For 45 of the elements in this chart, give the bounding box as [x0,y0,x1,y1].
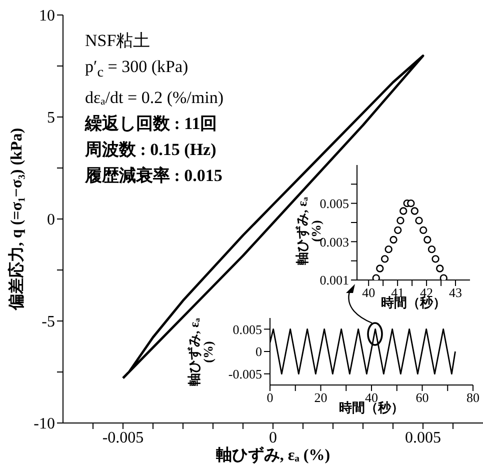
annotation: 繰返し回数 : 11回 [85,113,218,136]
y-axis-title: 軸ひずみ, εₐ (%) [186,316,215,386]
point [428,245,436,254]
point [396,216,404,224]
annotation: 履歴減衰率 : 0.015 [85,165,224,188]
x-axis-title: 軸ひずみ, εₐ (%) [216,446,330,466]
x-tick-label: 80 [466,390,480,406]
point [407,199,415,208]
point [390,236,398,244]
point [394,226,402,234]
annotation: dεₐ/dt = 0.2 (%/min) [85,87,224,110]
y-tick-label: -5 [42,314,55,331]
point [436,264,444,272]
x-tick-label: 0 [269,429,277,446]
y-axis-title: 偏差応力, q (=σ₁−σ₃) (kPa) [8,128,26,310]
y-tick-label: 10 [39,8,55,25]
point [415,216,423,224]
annotation: p′$_{c}$ = 300 (kPa) [85,56,190,82]
x-tick-label: 20 [314,390,328,406]
point [372,274,380,280]
point [440,274,448,280]
y-tick-label: 0.001 [320,272,349,288]
point [380,255,389,263]
y-tick-label: -0.005 [228,366,262,382]
x-tick-label: -0.005 [102,429,144,446]
point [424,236,432,244]
x-tick-label: 40 [362,285,376,300]
point [384,245,392,254]
y-tick-label: -10 [34,416,55,433]
x-tick-label: 43 [449,285,462,300]
point [400,207,408,215]
point [376,264,384,272]
x-tick-label: 0 [266,390,274,406]
point [410,207,419,215]
y-tick-label: 0.005 [232,322,262,337]
y-tick-label: 5 [47,110,55,127]
y-tick-label: 0 [256,344,262,360]
point [432,255,440,263]
annotation: NSF粘土 [85,30,152,52]
x-tick-label: 0.005 [405,429,441,446]
y-tick-label: 0 [47,212,55,229]
point [420,226,428,234]
annotation: 周波数 : 0.15 (Hz) [85,139,218,162]
x-tick-label: 60 [416,390,429,406]
y-tick-label: 0.005 [320,196,349,211]
